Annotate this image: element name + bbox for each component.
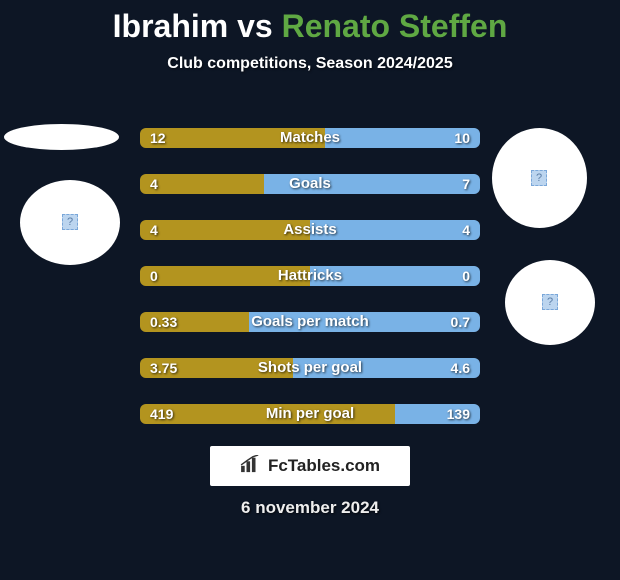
stat-label: Shots per goal — [140, 358, 480, 378]
player1-name: Ibrahim — [113, 8, 229, 44]
image-placeholder-icon — [531, 170, 547, 186]
decor-ellipse-top-left — [4, 124, 119, 150]
decor-ellipse-bot-right — [505, 260, 595, 345]
image-placeholder-icon — [62, 214, 78, 230]
subtitle: Club competitions, Season 2024/2025 — [0, 55, 620, 73]
stat-row: 0.330.7Goals per match — [140, 312, 480, 332]
stat-row: 44Assists — [140, 220, 480, 240]
stat-label: Assists — [140, 220, 480, 240]
stat-row: 3.754.6Shots per goal — [140, 358, 480, 378]
image-placeholder-icon — [542, 294, 558, 310]
stat-label: Matches — [140, 128, 480, 148]
footer-date: 6 november 2024 — [0, 498, 620, 518]
branding-text: FcTables.com — [268, 456, 380, 476]
stat-label: Goals per match — [140, 312, 480, 332]
stat-label: Min per goal — [140, 404, 480, 424]
stat-row: 00Hattricks — [140, 266, 480, 286]
stat-label: Hattricks — [140, 266, 480, 286]
player2-name: Renato Steffen — [282, 8, 508, 44]
vs-separator: vs — [237, 8, 273, 44]
stat-row: 1210Matches — [140, 128, 480, 148]
stat-row: 47Goals — [140, 174, 480, 194]
decor-ellipse-mid-left — [20, 180, 120, 265]
stat-row: 419139Min per goal — [140, 404, 480, 424]
decor-ellipse-top-right — [492, 128, 587, 228]
bar-chart-icon — [240, 455, 262, 478]
stat-label: Goals — [140, 174, 480, 194]
page-title: Ibrahim vs Renato Steffen — [0, 0, 620, 45]
comparison-chart: 1210Matches 47Goals 44Assists 00Hattricks 0.… — [140, 128, 480, 450]
branding-box: FcTables.com — [210, 446, 410, 486]
